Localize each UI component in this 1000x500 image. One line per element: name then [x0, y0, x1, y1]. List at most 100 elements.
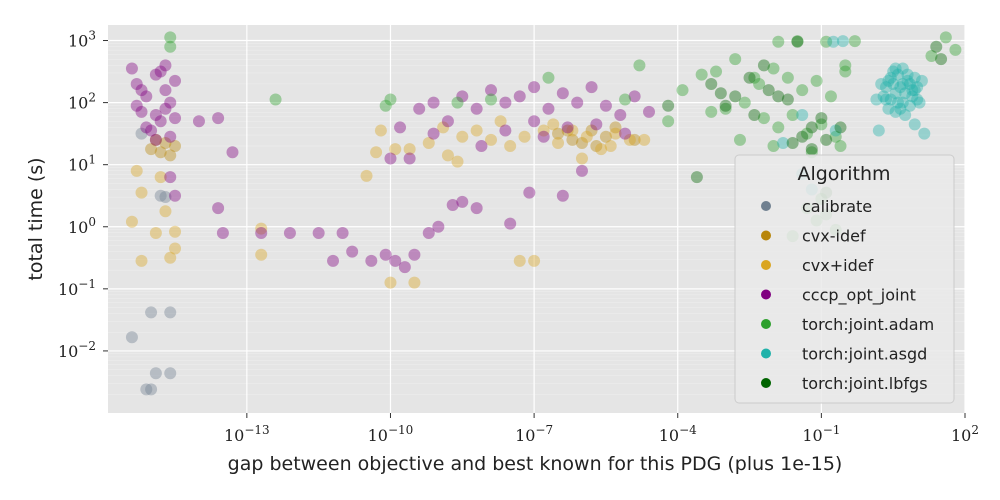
data-point [836, 35, 849, 48]
y-tick-label: 101 [68, 153, 96, 175]
data-point [164, 367, 177, 380]
data-point [169, 140, 182, 153]
data-point [777, 136, 790, 149]
data-point [494, 115, 507, 128]
data-point [906, 90, 919, 103]
legend-marker [761, 230, 771, 241]
data-point [456, 195, 469, 208]
data-point [169, 112, 182, 125]
data-point [154, 65, 167, 78]
data-point [130, 99, 143, 112]
data-point [628, 133, 641, 146]
data-point [733, 133, 746, 146]
x-tick-label: 10−4 [659, 423, 697, 445]
data-point [312, 226, 325, 239]
data-point [753, 77, 766, 90]
series-torch-joint-asgd [777, 35, 931, 196]
data-point [269, 93, 282, 106]
data-point [130, 77, 143, 90]
data-point [384, 93, 397, 106]
data-point [513, 90, 526, 103]
data-point [556, 189, 569, 202]
data-point [149, 68, 162, 81]
data-point [628, 90, 641, 103]
data-point [164, 96, 177, 109]
data-point [880, 93, 893, 106]
data-point [872, 124, 885, 137]
data-point [164, 306, 177, 319]
data-point [820, 35, 833, 48]
y-tick-label: 10−1 [58, 277, 96, 299]
data-point [815, 118, 828, 131]
data-point [384, 152, 397, 165]
data-point [216, 226, 229, 239]
data-point [370, 146, 383, 159]
data-point [427, 96, 440, 109]
data-point [125, 215, 138, 228]
legend-marker [761, 348, 771, 359]
data-point [422, 226, 435, 239]
legend-marker [761, 260, 771, 270]
data-point [164, 251, 177, 264]
data-points [125, 31, 962, 396]
data-point [149, 133, 162, 146]
data-point [884, 93, 897, 106]
data-point [896, 96, 909, 109]
legend-title: Algorithm [797, 163, 890, 185]
data-point [164, 40, 177, 53]
x-tick-label: 10−13 [224, 423, 270, 445]
data-point [135, 254, 148, 267]
data-point [422, 136, 435, 149]
series-calibrate [125, 127, 177, 396]
data-point [901, 68, 914, 81]
data-point [456, 90, 469, 103]
data-point [848, 35, 861, 48]
data-point [762, 84, 775, 97]
data-point [336, 226, 349, 239]
data-point [413, 102, 426, 115]
data-point [575, 164, 588, 177]
y-tick-label: 10−2 [58, 339, 96, 361]
data-point [164, 31, 177, 44]
data-point [609, 121, 622, 134]
data-point [542, 71, 555, 84]
data-point [614, 109, 627, 122]
data-point [192, 115, 205, 128]
data-point [623, 133, 636, 146]
data-point [590, 140, 603, 153]
data-point [599, 99, 612, 112]
data-point [154, 189, 167, 202]
data-point [566, 124, 579, 137]
data-point [906, 84, 919, 97]
data-point [839, 65, 852, 78]
data-point [365, 254, 378, 267]
data-point [437, 121, 450, 134]
data-point [149, 367, 162, 380]
data-point [757, 112, 770, 125]
data-point [786, 136, 799, 149]
legend-label: cvx+idef [802, 256, 874, 275]
data-point [470, 102, 483, 115]
data-point [384, 276, 397, 289]
data-point [870, 93, 883, 106]
data-point [772, 121, 785, 134]
x-axis-label: gap between objective and best known for… [228, 453, 843, 475]
data-point [781, 93, 794, 106]
data-point [456, 130, 469, 143]
data-point [913, 96, 926, 109]
data-point [930, 40, 943, 53]
data-point [140, 90, 153, 103]
y-tick-label: 100 [68, 215, 96, 237]
legend-marker [761, 289, 771, 300]
data-point [729, 53, 742, 66]
data-point [695, 68, 708, 81]
data-point [609, 127, 622, 140]
data-point [159, 84, 172, 97]
data-point [891, 68, 904, 81]
data-point [801, 127, 814, 140]
data-point [135, 186, 148, 199]
data-point [346, 245, 359, 258]
legend-box [734, 154, 955, 404]
data-point [834, 121, 847, 134]
data-point [159, 190, 172, 203]
